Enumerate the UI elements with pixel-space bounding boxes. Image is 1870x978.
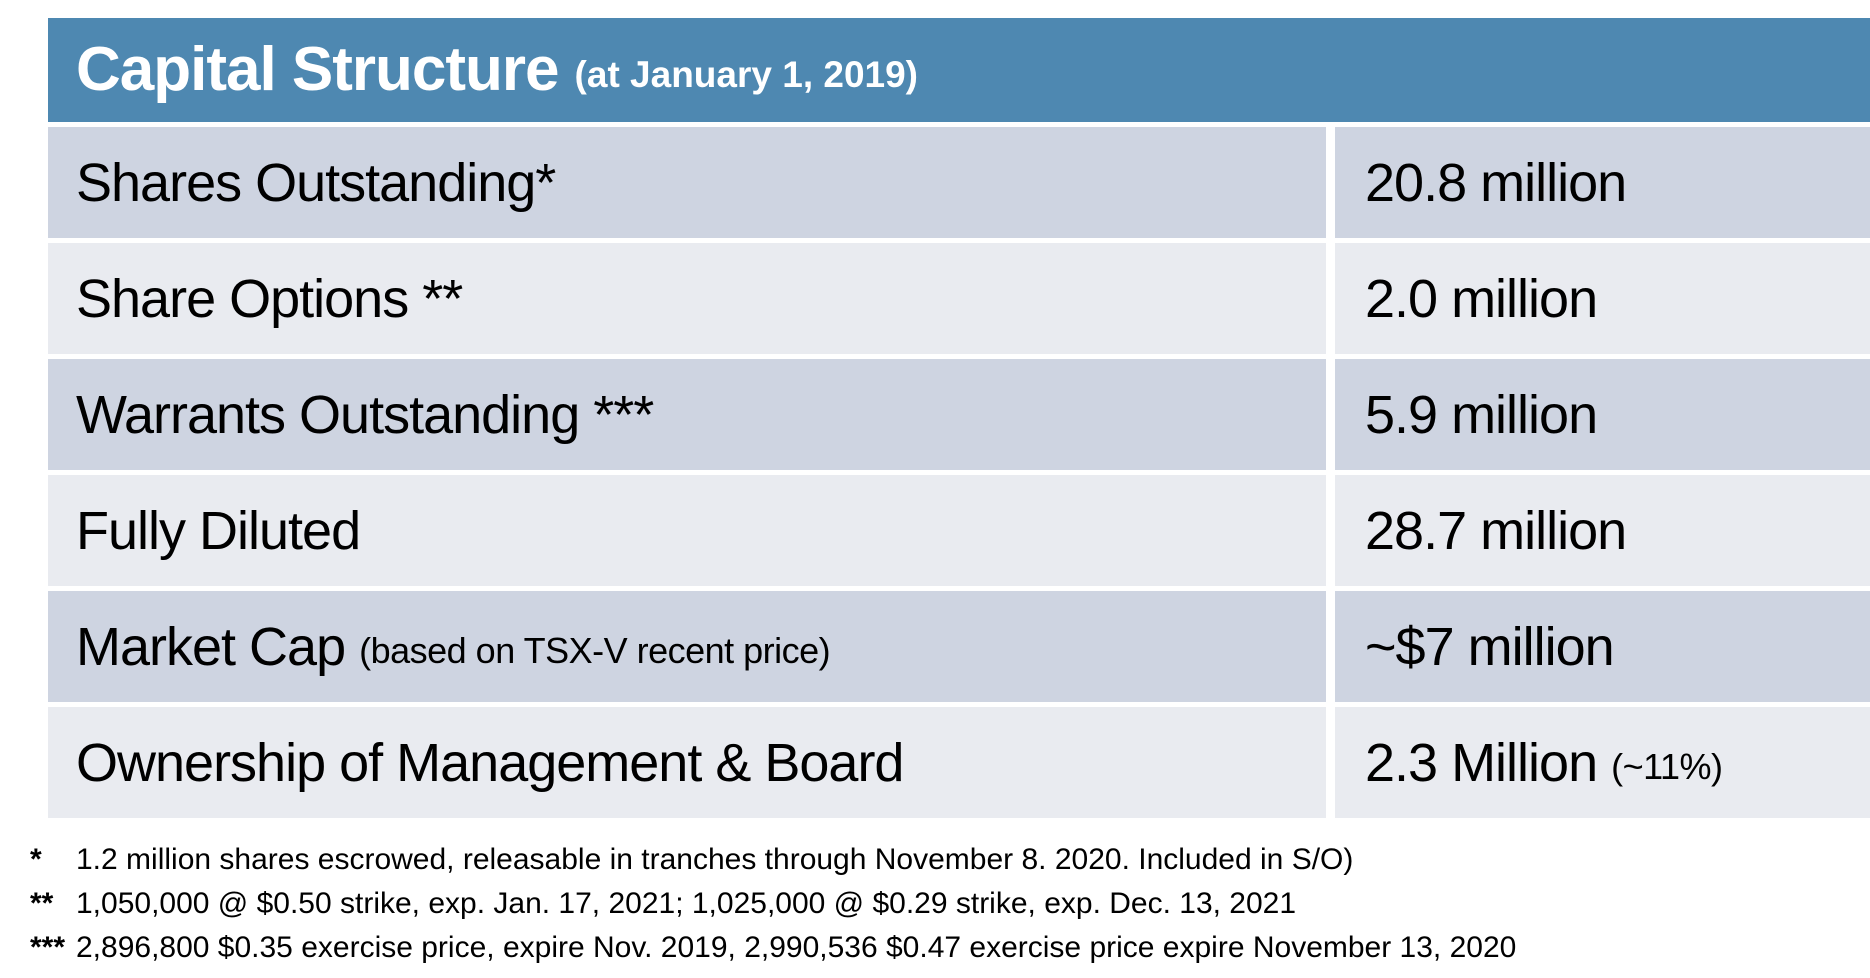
table-row: Shares Outstanding* 20.8 million [48,127,1870,238]
row-label-note: (based on TSX-V recent price) [359,629,831,671]
row-label-cell: Ownership of Management & Board [48,707,1326,818]
table-row: Share Options ** 2.0 million [48,243,1870,354]
row-label-cell: Market Cap (based on TSX-V recent price) [48,591,1326,702]
footnote-1: * 1.2 million shares escrowed, releasabl… [30,838,1860,882]
row-label-cell: Warrants Outstanding *** [48,359,1326,470]
row-label: Ownership of Management & Board [76,732,904,793]
footnote-3: *** 2,896,800 $0.35 exercise price, expi… [30,926,1860,970]
row-value-note: (~11%) [1611,745,1723,787]
row-label: Market Cap [76,616,346,677]
row-value: 5.9 million [1365,384,1598,445]
footnote-1-text: 1.2 million shares escrowed, releasable … [76,843,1354,876]
row-label-cell: Shares Outstanding* [48,127,1326,238]
capital-structure-table: Capital Structure (at January 1, 2019) S… [48,18,1870,818]
row-value-cell: 28.7 million [1335,475,1870,586]
row-value-cell: ~$7 million [1335,591,1870,702]
row-value: 28.7 million [1365,500,1627,561]
footnote-1-marker: * [30,843,42,876]
row-label: Share Options ** [76,268,463,329]
table-row: Market Cap (based on TSX-V recent price)… [48,591,1870,702]
row-value-cell: 2.3 Million (~11%) [1335,707,1870,818]
row-value: 20.8 million [1365,152,1627,213]
table-row: Ownership of Management & Board 2.3 Mill… [48,707,1870,818]
footnote-2: ** 1,050,000 @ $0.50 strike, exp. Jan. 1… [30,882,1860,926]
table-row: Fully Diluted 28.7 million [48,475,1870,586]
table-title-date: (at January 1, 2019) [574,54,919,95]
row-value-cell: 20.8 million [1335,127,1870,238]
row-label: Warrants Outstanding *** [76,384,654,445]
row-label: Fully Diluted [76,500,361,561]
row-value-cell: 5.9 million [1335,359,1870,470]
row-value: ~$7 million [1365,616,1615,677]
row-value-cell: 2.0 million [1335,243,1870,354]
footnote-2-marker: ** [30,887,54,920]
footnote-3-text: 2,896,800 $0.35 exercise price, expire N… [76,931,1517,964]
table-row: Warrants Outstanding *** 5.9 million [48,359,1870,470]
footnote-2-text: 1,050,000 @ $0.50 strike, exp. Jan. 17, … [76,887,1297,920]
footnotes: * 1.2 million shares escrowed, releasabl… [30,838,1860,970]
table-title: Capital Structure [76,35,560,104]
row-value: 2.0 million [1365,268,1598,329]
row-label-cell: Share Options ** [48,243,1326,354]
footnote-3-marker: *** [30,931,66,964]
table-header: Capital Structure (at January 1, 2019) [48,18,1870,122]
row-label: Shares Outstanding* [76,152,556,213]
row-value: 2.3 Million [1365,732,1598,793]
row-label-cell: Fully Diluted [48,475,1326,586]
